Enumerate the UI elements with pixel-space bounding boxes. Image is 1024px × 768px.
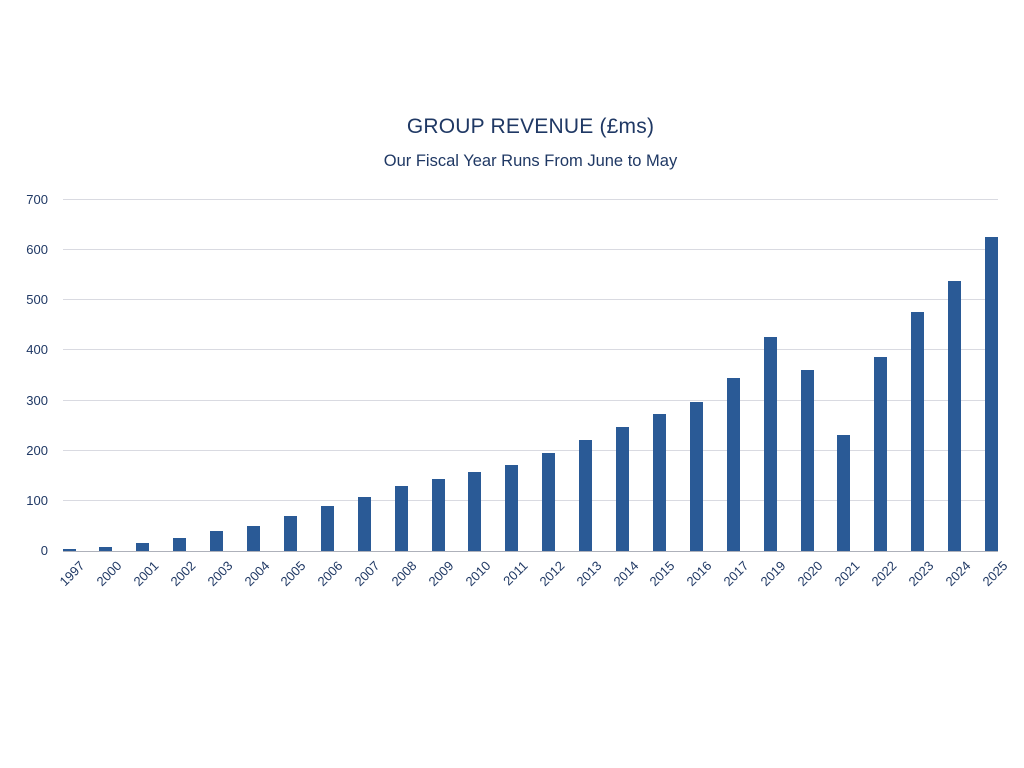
bar-2015: [653, 414, 666, 551]
gridline-200: [63, 449, 998, 451]
plot-area: [63, 199, 998, 552]
bar-2024: [948, 281, 961, 551]
gridline-500: [63, 299, 998, 301]
bar-2017: [727, 378, 740, 551]
bar-2000: [99, 547, 112, 551]
chart-subtitle: Our Fiscal Year Runs From June to May: [383, 152, 678, 170]
x-axis-label-2016: 2016: [683, 558, 715, 590]
gridline-400: [63, 349, 998, 351]
x-axis-label-2023: 2023: [905, 558, 937, 590]
x-axis-label-2005: 2005: [277, 558, 309, 590]
x-axis-label-2004: 2004: [241, 558, 273, 590]
y-axis-label-100: 100: [26, 492, 48, 508]
y-axis-label-0: 0: [40, 543, 48, 558]
x-axis: 1997 2000 2001 2002 2003 2004 2005 2006 2007 2008…: [57, 200, 1011, 589]
bar-2004: [247, 526, 260, 551]
x-axis-label-2002: 2002: [167, 558, 199, 590]
bar-2020: [801, 370, 814, 551]
gridline-600: [63, 249, 998, 251]
x-axis-label-2017: 2017: [720, 558, 752, 590]
x-axis-label-2014: 2014: [610, 558, 642, 590]
bar-2025: [985, 237, 998, 551]
x-axis-label-2012: 2012: [536, 558, 568, 590]
x-axis-label-2007: 2007: [351, 558, 383, 590]
chart-title: GROUP REVENUE (£ms): [406, 115, 655, 138]
x-axis-label-2025: 2025: [979, 558, 1011, 590]
bar-2016: [690, 402, 703, 551]
bar-2002: [173, 538, 186, 551]
x-axis-label-2011: 2011: [500, 558, 531, 589]
bar-2008: [395, 486, 408, 551]
bar-2003: [210, 531, 223, 551]
bar-2001: [136, 543, 149, 551]
gridline-100: [63, 499, 998, 501]
gridline-300: [63, 399, 998, 401]
y-axis-label-400: 400: [26, 342, 48, 358]
x-axis-label-2022: 2022: [868, 558, 900, 590]
x-axis-label-2024: 2024: [942, 558, 974, 590]
y-axis: 0 100 200 300 400 500 600 700: [0, 192, 48, 558]
x-axis-label-2019: 2019: [757, 558, 789, 590]
x-axis-label-2006: 2006: [314, 558, 346, 590]
bar-2007: [358, 497, 371, 551]
bar-2009: [432, 479, 445, 551]
x-axis-label-2021: 2021: [831, 558, 863, 590]
gridline-700: [63, 199, 998, 200]
y-axis-label-200: 200: [26, 442, 48, 458]
bar-2006: [321, 506, 334, 551]
bar-2011: [505, 465, 518, 551]
y-axis-label-500: 500: [26, 292, 48, 308]
bar-2019: [764, 337, 777, 551]
bar-2022: [874, 357, 887, 551]
y-axis-label-700: 700: [26, 192, 48, 207]
x-axis-label-2010: 2010: [462, 558, 494, 590]
x-axis-label-2009: 2009: [425, 558, 457, 590]
bar-2013: [579, 440, 592, 551]
x-axis-label-2001: 2001: [130, 558, 162, 590]
bar-2010: [468, 472, 481, 551]
x-axis-label-2000: 2000: [93, 558, 125, 590]
bar-1997: [63, 549, 76, 551]
bar-2005: [284, 516, 297, 551]
y-axis-label-600: 600: [26, 242, 48, 258]
x-axis-label-2020: 2020: [794, 558, 826, 590]
x-axis-label-1997: 1997: [56, 558, 88, 590]
bar-2012: [542, 453, 555, 551]
bar-2014: [616, 427, 629, 551]
x-axis-label-2003: 2003: [204, 558, 236, 590]
y-axis-label-300: 300: [26, 392, 48, 408]
x-axis-line: [63, 551, 998, 552]
x-axis-label-2013: 2013: [573, 558, 605, 590]
x-axis-label-2015: 2015: [646, 558, 678, 590]
bar-2023: [911, 312, 924, 551]
x-axis-label-2008: 2008: [388, 558, 420, 590]
bar-2021: [837, 435, 850, 551]
